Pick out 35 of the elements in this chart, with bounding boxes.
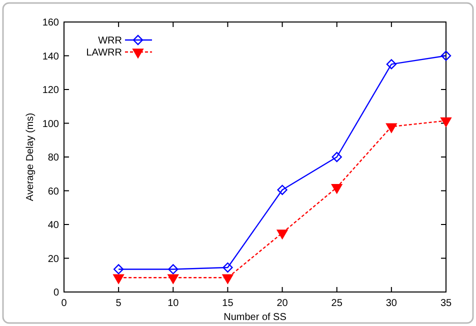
point <box>386 59 396 70</box>
y-tick-label: 40 <box>48 220 60 231</box>
point <box>168 264 178 274</box>
x-tick-label: 30 <box>386 298 398 309</box>
x-tick-label: 20 <box>276 298 288 309</box>
y-tick-label: 20 <box>48 254 60 265</box>
point <box>168 274 179 284</box>
y-tick-label: 80 <box>48 152 60 164</box>
y-axis-title: Average Delay (ms) <box>25 112 36 202</box>
point <box>331 184 342 194</box>
point <box>276 230 288 240</box>
point <box>332 152 342 162</box>
legend-label: LAWRR <box>86 48 122 58</box>
y-tick-label: 0 <box>53 288 60 298</box>
y-tick-label: 60 <box>48 186 60 198</box>
x-tick-label: 10 <box>168 298 180 309</box>
point <box>386 123 397 133</box>
y-tick-label: 140 <box>42 51 60 62</box>
point <box>222 262 233 273</box>
y-tick-label: 160 <box>42 18 60 28</box>
x-tick-label: 0 <box>61 298 68 309</box>
legend-label: WRR <box>98 36 122 46</box>
point <box>222 274 234 284</box>
x-tick-label: 35 <box>440 298 452 309</box>
point <box>277 184 288 195</box>
x-tick-label: 5 <box>116 298 122 309</box>
point <box>440 117 452 127</box>
x-tick-label: 25 <box>331 298 343 309</box>
point <box>113 274 124 284</box>
x-tick-label: 15 <box>222 298 234 309</box>
point <box>114 264 124 274</box>
x-axis-title: Number of SS <box>224 312 287 323</box>
y-tick-label: 100 <box>42 118 60 130</box>
y-tick-label: 120 <box>42 85 60 96</box>
point <box>440 50 452 61</box>
